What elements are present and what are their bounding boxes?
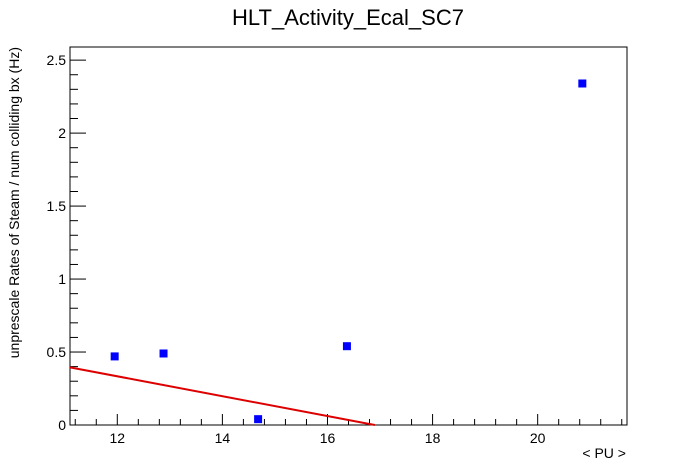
data-point — [342, 342, 351, 351]
x-axis-tick-labels: 12 14 16 18 20 — [110, 430, 546, 446]
x-tick-label: 14 — [215, 430, 231, 446]
x-tick-label: 16 — [320, 430, 336, 446]
data-point — [110, 352, 119, 361]
chart-title: HLT_Activity_Ecal_SC7 — [232, 5, 464, 30]
x-tick-label: 20 — [530, 430, 546, 446]
fit-line — [69, 366, 375, 426]
data-point — [578, 79, 587, 88]
y-tick-label: 2.5 — [47, 52, 67, 68]
y-tick-label: 0.5 — [47, 344, 67, 360]
fit-lines — [69, 366, 375, 426]
y-tick-label: 0 — [58, 417, 66, 433]
y-axis-tick-labels: 0 0.5 1 1.5 2 2.5 — [47, 52, 67, 433]
plot-frame — [69, 46, 628, 426]
y-axis-title: unprescale Rates of Steam / num collidin… — [6, 47, 22, 358]
y-tick-label: 1 — [58, 271, 66, 287]
x-tick-label: 18 — [425, 430, 441, 446]
x-tick-label: 12 — [110, 430, 126, 446]
y-axis-ticks — [70, 59, 86, 426]
x-axis-title: < PU > — [582, 445, 626, 461]
y-tick-label: 1.5 — [47, 198, 67, 214]
data-point — [254, 415, 263, 424]
y-tick-label: 2 — [58, 125, 66, 141]
data-point — [159, 349, 168, 358]
data-points — [110, 79, 587, 424]
